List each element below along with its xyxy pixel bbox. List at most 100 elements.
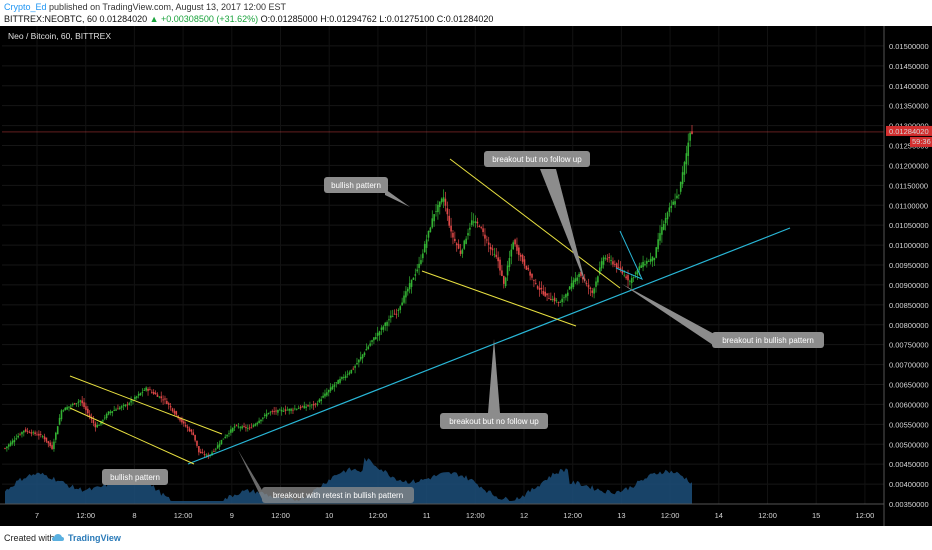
candle[interactable]: [198, 446, 200, 456]
candle[interactable]: [459, 243, 462, 257]
candle[interactable]: [162, 395, 164, 405]
candle[interactable]: [216, 441, 219, 449]
candle[interactable]: [582, 276, 584, 283]
candle[interactable]: [506, 260, 509, 281]
wedge-top-line[interactable]: [449, 158, 621, 289]
candle[interactable]: [378, 330, 381, 341]
candle[interactable]: [316, 400, 319, 407]
candle[interactable]: [117, 404, 119, 410]
candle[interactable]: [495, 247, 498, 259]
candle[interactable]: [608, 253, 610, 263]
candle[interactable]: [107, 411, 110, 416]
candle[interactable]: [595, 277, 597, 293]
candle[interactable]: [158, 396, 161, 399]
candle[interactable]: [482, 224, 484, 237]
candle[interactable]: [376, 326, 379, 342]
candle[interactable]: [518, 245, 520, 261]
candle[interactable]: [32, 430, 35, 436]
candle[interactable]: [105, 412, 108, 420]
candle[interactable]: [489, 243, 492, 256]
candle[interactable]: [307, 404, 309, 408]
candle[interactable]: [194, 434, 196, 443]
candle[interactable]: [373, 337, 375, 345]
candle[interactable]: [467, 228, 469, 240]
candle[interactable]: [653, 257, 656, 266]
candle[interactable]: [454, 231, 456, 244]
candle[interactable]: [646, 257, 648, 268]
candle[interactable]: [437, 200, 439, 220]
candle[interactable]: [102, 419, 104, 425]
candle[interactable]: [36, 431, 38, 436]
candle[interactable]: [26, 427, 29, 435]
candle[interactable]: [450, 217, 452, 238]
candle[interactable]: [292, 407, 294, 415]
candle[interactable]: [514, 238, 516, 247]
candle[interactable]: [644, 260, 646, 267]
candle[interactable]: [617, 259, 620, 269]
candle[interactable]: [113, 405, 115, 412]
candle[interactable]: [578, 271, 580, 284]
candle[interactable]: [664, 212, 667, 231]
candle[interactable]: [335, 382, 338, 388]
candle[interactable]: [647, 259, 650, 262]
candle[interactable]: [386, 320, 388, 332]
candle[interactable]: [184, 421, 187, 428]
candle[interactable]: [326, 388, 328, 397]
candle[interactable]: [344, 371, 347, 381]
candle[interactable]: [565, 293, 567, 301]
candle[interactable]: [143, 387, 146, 392]
candle[interactable]: [60, 409, 63, 422]
candle[interactable]: [431, 210, 434, 229]
candle[interactable]: [529, 269, 531, 281]
candle[interactable]: [183, 419, 185, 427]
candle[interactable]: [508, 250, 511, 272]
candle[interactable]: [53, 438, 55, 452]
candle[interactable]: [34, 430, 36, 436]
candle[interactable]: [391, 309, 394, 318]
candle[interactable]: [542, 285, 545, 296]
candle[interactable]: [390, 310, 392, 323]
candle[interactable]: [681, 166, 684, 188]
candle[interactable]: [94, 421, 97, 432]
candle[interactable]: [4, 447, 6, 450]
candle[interactable]: [331, 383, 334, 391]
candle[interactable]: [47, 440, 50, 448]
candle[interactable]: [356, 357, 358, 365]
candle[interactable]: [504, 276, 507, 289]
candle[interactable]: [85, 402, 87, 415]
candle[interactable]: [305, 403, 307, 411]
candle[interactable]: [416, 263, 418, 274]
candle[interactable]: [192, 429, 195, 436]
candle[interactable]: [173, 408, 176, 416]
candle[interactable]: [397, 308, 400, 317]
candle[interactable]: [318, 398, 321, 403]
candle[interactable]: [21, 431, 23, 438]
candle[interactable]: [570, 276, 573, 292]
candle[interactable]: [201, 448, 204, 454]
candle[interactable]: [280, 406, 283, 416]
candle[interactable]: [73, 402, 76, 405]
candle[interactable]: [476, 217, 479, 228]
wedge-bottom-line[interactable]: [421, 270, 577, 327]
candle[interactable]: [239, 425, 242, 432]
candle[interactable]: [649, 252, 652, 265]
candle[interactable]: [11, 438, 14, 446]
candle[interactable]: [572, 277, 575, 290]
candle[interactable]: [614, 260, 616, 268]
candle[interactable]: [606, 254, 609, 263]
candle[interactable]: [310, 404, 313, 409]
candle[interactable]: [662, 220, 665, 231]
candle[interactable]: [41, 434, 44, 439]
candle[interactable]: [679, 181, 682, 195]
candle[interactable]: [446, 201, 449, 221]
candle[interactable]: [235, 424, 238, 427]
candle[interactable]: [303, 401, 306, 409]
candle[interactable]: [523, 256, 526, 269]
author-link[interactable]: Crypto_Ed: [4, 2, 47, 12]
candle[interactable]: [531, 273, 533, 281]
candle[interactable]: [395, 308, 398, 319]
candle[interactable]: [77, 398, 80, 408]
candle[interactable]: [45, 437, 48, 443]
candle[interactable]: [672, 199, 674, 205]
candle[interactable]: [24, 427, 27, 433]
